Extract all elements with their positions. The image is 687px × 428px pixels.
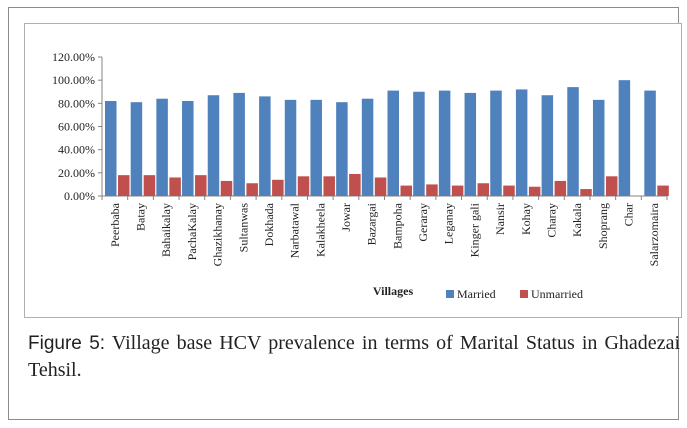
- bar-married: [464, 92, 477, 196]
- bar-unmarried: [169, 177, 181, 196]
- bar-married: [207, 95, 220, 196]
- y-tick-label: 0.00%: [64, 189, 95, 203]
- bar-married: [618, 80, 631, 196]
- x-tick-label: Bampoha: [390, 202, 404, 249]
- bar-unmarried: [272, 179, 284, 196]
- bar-unmarried: [451, 185, 464, 196]
- legend-swatch-unmarried: [520, 290, 528, 298]
- bar-married: [387, 90, 399, 196]
- bar-unmarried: [297, 176, 310, 196]
- x-tick-label: Geraray: [416, 203, 430, 242]
- bar-unmarried: [580, 189, 592, 196]
- x-tick-label: Batay: [134, 203, 148, 231]
- bar-unmarried: [503, 185, 515, 196]
- bar-married: [361, 98, 374, 196]
- x-tick-label: Kohay: [519, 203, 533, 235]
- bar-unmarried: [374, 177, 387, 196]
- x-tick-label: Nansir: [493, 203, 507, 235]
- bar-unmarried: [528, 186, 541, 196]
- bar-married: [644, 90, 656, 196]
- y-tick-label: 20.00%: [58, 166, 95, 180]
- x-tick-label: PachaKalay: [185, 203, 199, 260]
- caption-text: Village base HCV prevalence in terms of …: [28, 332, 680, 381]
- y-tick-label: 80.00%: [58, 96, 95, 110]
- bar-unmarried: [477, 183, 490, 196]
- bar-unmarried: [349, 173, 361, 196]
- bar-married: [259, 96, 271, 196]
- bar-married: [310, 99, 322, 196]
- y-tick-label: 120.00%: [52, 50, 95, 64]
- bar-unmarried: [426, 184, 438, 196]
- figure-frame: 0.00% 20.00% 40.00% 60.00% 80.00% 100.00% 120.…: [8, 7, 682, 420]
- bar-married: [233, 92, 245, 196]
- bar-unmarried: [605, 176, 618, 196]
- bar-married: [413, 91, 425, 196]
- bar-unmarried: [195, 175, 207, 196]
- bar-unmarried: [554, 180, 567, 196]
- bar-married: [284, 99, 297, 196]
- x-tick-label: Ghazikhanay: [211, 203, 225, 266]
- x-tick-label: Kakala: [570, 202, 584, 237]
- x-tick-label: Dokhada: [262, 202, 276, 246]
- bar-unmarried: [323, 176, 335, 196]
- bar-unmarried: [400, 185, 412, 196]
- bar-unmarried: [246, 183, 258, 196]
- x-tick-label: Jowar: [339, 203, 353, 232]
- bar-married: [438, 90, 451, 196]
- bar-unmarried: [220, 180, 233, 196]
- x-tick-label: Peerbaba: [108, 202, 122, 247]
- bar-married: [490, 90, 502, 196]
- bar-unmarried: [657, 185, 669, 196]
- figure-caption: Figure 5: Village base HCV prevalence in…: [28, 330, 680, 384]
- legend-swatch-married: [446, 290, 454, 298]
- bar-married: [515, 89, 528, 196]
- bar-unmarried: [118, 175, 130, 196]
- x-tick-label: Bazargai: [365, 202, 379, 245]
- bar-married: [336, 102, 348, 196]
- caption-label: Figure 5:: [28, 333, 106, 354]
- bar-unmarried: [143, 175, 156, 196]
- bar-married: [105, 101, 117, 196]
- x-tick-label: Kinger gali: [467, 202, 481, 257]
- x-tick-label: Char: [621, 203, 635, 226]
- x-tick-label: Narbatawal: [288, 202, 302, 258]
- x-tick-label: Charay: [544, 203, 558, 238]
- x-tick-label: Shoprang: [596, 203, 610, 249]
- chart-container: 0.00% 20.00% 40.00% 60.00% 80.00% 100.00% 120.…: [24, 23, 682, 318]
- x-tick-label: Sultanwas: [236, 203, 250, 253]
- bar-chart: 0.00% 20.00% 40.00% 60.00% 80.00% 100.00% 120.…: [52, 50, 669, 301]
- x-tick-label: Bahaikalay: [159, 203, 173, 257]
- bar-married: [156, 98, 168, 196]
- bar-married: [541, 95, 554, 196]
- y-tick-label: 40.00%: [58, 143, 95, 157]
- x-tick-label: Leganay: [442, 203, 456, 244]
- bar-married: [567, 87, 579, 196]
- legend-label-married: Married: [457, 287, 496, 301]
- legend-label-unmarried: Unmarried: [531, 287, 583, 301]
- bar-married: [182, 101, 194, 196]
- bar-married: [130, 102, 143, 196]
- y-tick-label: 60.00%: [58, 120, 95, 134]
- y-tick-label: 100.00%: [52, 73, 95, 87]
- x-tick-label: Kalakheela: [313, 202, 327, 257]
- bar-married: [592, 99, 605, 196]
- x-axis-title: Villages: [373, 284, 414, 298]
- x-tick-label: Salarzomaira: [647, 202, 661, 266]
